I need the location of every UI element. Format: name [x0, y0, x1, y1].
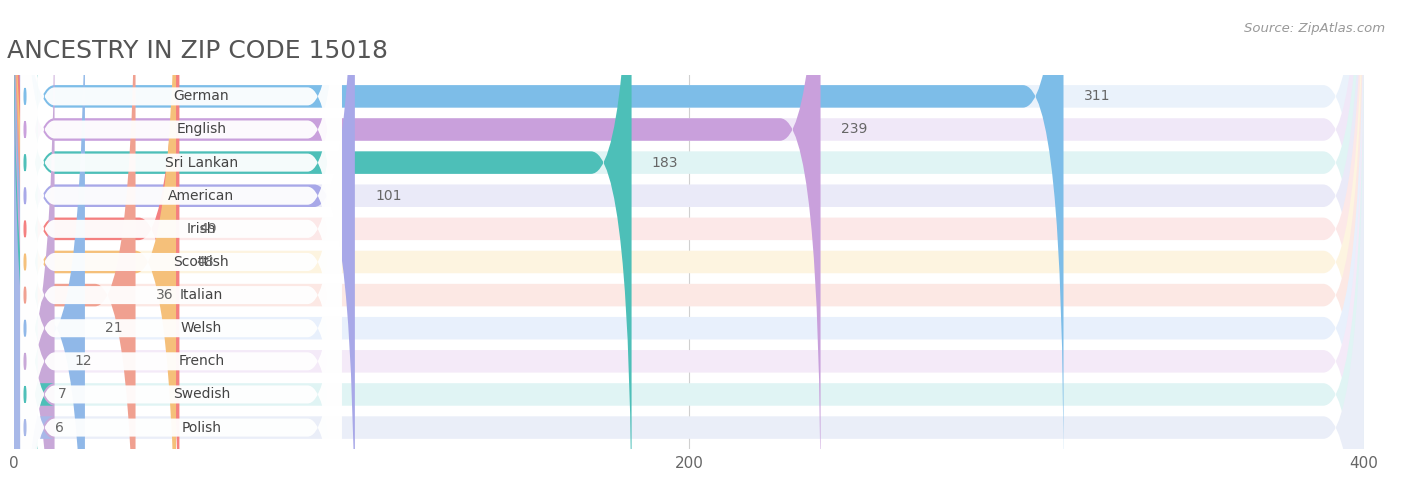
- Circle shape: [24, 121, 25, 138]
- FancyBboxPatch shape: [14, 0, 135, 499]
- FancyBboxPatch shape: [21, 0, 342, 485]
- Text: Welsh: Welsh: [181, 321, 222, 335]
- Text: 12: 12: [75, 354, 93, 368]
- Text: French: French: [179, 354, 225, 368]
- FancyBboxPatch shape: [14, 0, 821, 499]
- Circle shape: [24, 386, 25, 403]
- FancyBboxPatch shape: [21, 0, 342, 499]
- FancyBboxPatch shape: [14, 0, 631, 499]
- Text: 21: 21: [105, 321, 122, 335]
- Text: 7: 7: [58, 387, 66, 402]
- FancyBboxPatch shape: [14, 41, 1364, 499]
- FancyBboxPatch shape: [14, 0, 84, 499]
- Text: Irish: Irish: [187, 222, 217, 236]
- Circle shape: [24, 254, 25, 270]
- Text: Scottish: Scottish: [173, 255, 229, 269]
- FancyBboxPatch shape: [14, 8, 1364, 499]
- Text: ANCESTRY IN ZIP CODE 15018: ANCESTRY IN ZIP CODE 15018: [7, 39, 388, 63]
- Circle shape: [24, 188, 25, 204]
- Text: 311: 311: [1084, 89, 1111, 103]
- FancyBboxPatch shape: [14, 0, 55, 499]
- Text: 101: 101: [375, 189, 402, 203]
- FancyBboxPatch shape: [14, 0, 1364, 499]
- FancyBboxPatch shape: [14, 0, 1364, 499]
- FancyBboxPatch shape: [14, 0, 180, 499]
- Text: Swedish: Swedish: [173, 387, 231, 402]
- Text: 36: 36: [156, 288, 173, 302]
- FancyBboxPatch shape: [14, 0, 1364, 499]
- Text: Polish: Polish: [181, 421, 221, 435]
- FancyBboxPatch shape: [21, 0, 342, 419]
- Text: 49: 49: [200, 222, 218, 236]
- FancyBboxPatch shape: [21, 6, 342, 499]
- FancyBboxPatch shape: [14, 0, 1364, 499]
- Circle shape: [24, 155, 25, 171]
- FancyBboxPatch shape: [14, 0, 176, 499]
- Text: Source: ZipAtlas.com: Source: ZipAtlas.com: [1244, 22, 1385, 35]
- Circle shape: [24, 320, 25, 336]
- FancyBboxPatch shape: [14, 0, 1364, 483]
- Text: 6: 6: [55, 421, 63, 435]
- FancyBboxPatch shape: [21, 0, 342, 499]
- FancyBboxPatch shape: [21, 39, 342, 499]
- FancyBboxPatch shape: [21, 0, 342, 499]
- Circle shape: [24, 88, 25, 104]
- Text: Sri Lankan: Sri Lankan: [165, 156, 238, 170]
- FancyBboxPatch shape: [0, 41, 55, 499]
- Circle shape: [24, 420, 25, 436]
- Circle shape: [24, 287, 25, 303]
- FancyBboxPatch shape: [21, 72, 342, 499]
- FancyBboxPatch shape: [14, 0, 1364, 499]
- FancyBboxPatch shape: [0, 8, 55, 499]
- Text: Italian: Italian: [180, 288, 224, 302]
- Text: American: American: [169, 189, 235, 203]
- Text: German: German: [173, 89, 229, 103]
- FancyBboxPatch shape: [14, 0, 1364, 499]
- Text: 183: 183: [652, 156, 678, 170]
- Circle shape: [24, 353, 25, 369]
- FancyBboxPatch shape: [14, 0, 1364, 499]
- FancyBboxPatch shape: [21, 0, 342, 452]
- FancyBboxPatch shape: [14, 0, 1063, 483]
- Text: 239: 239: [841, 122, 868, 137]
- FancyBboxPatch shape: [14, 0, 1364, 499]
- Text: 48: 48: [197, 255, 214, 269]
- Text: English: English: [176, 122, 226, 137]
- Circle shape: [24, 221, 25, 237]
- FancyBboxPatch shape: [14, 0, 354, 499]
- FancyBboxPatch shape: [21, 105, 342, 499]
- FancyBboxPatch shape: [21, 0, 342, 499]
